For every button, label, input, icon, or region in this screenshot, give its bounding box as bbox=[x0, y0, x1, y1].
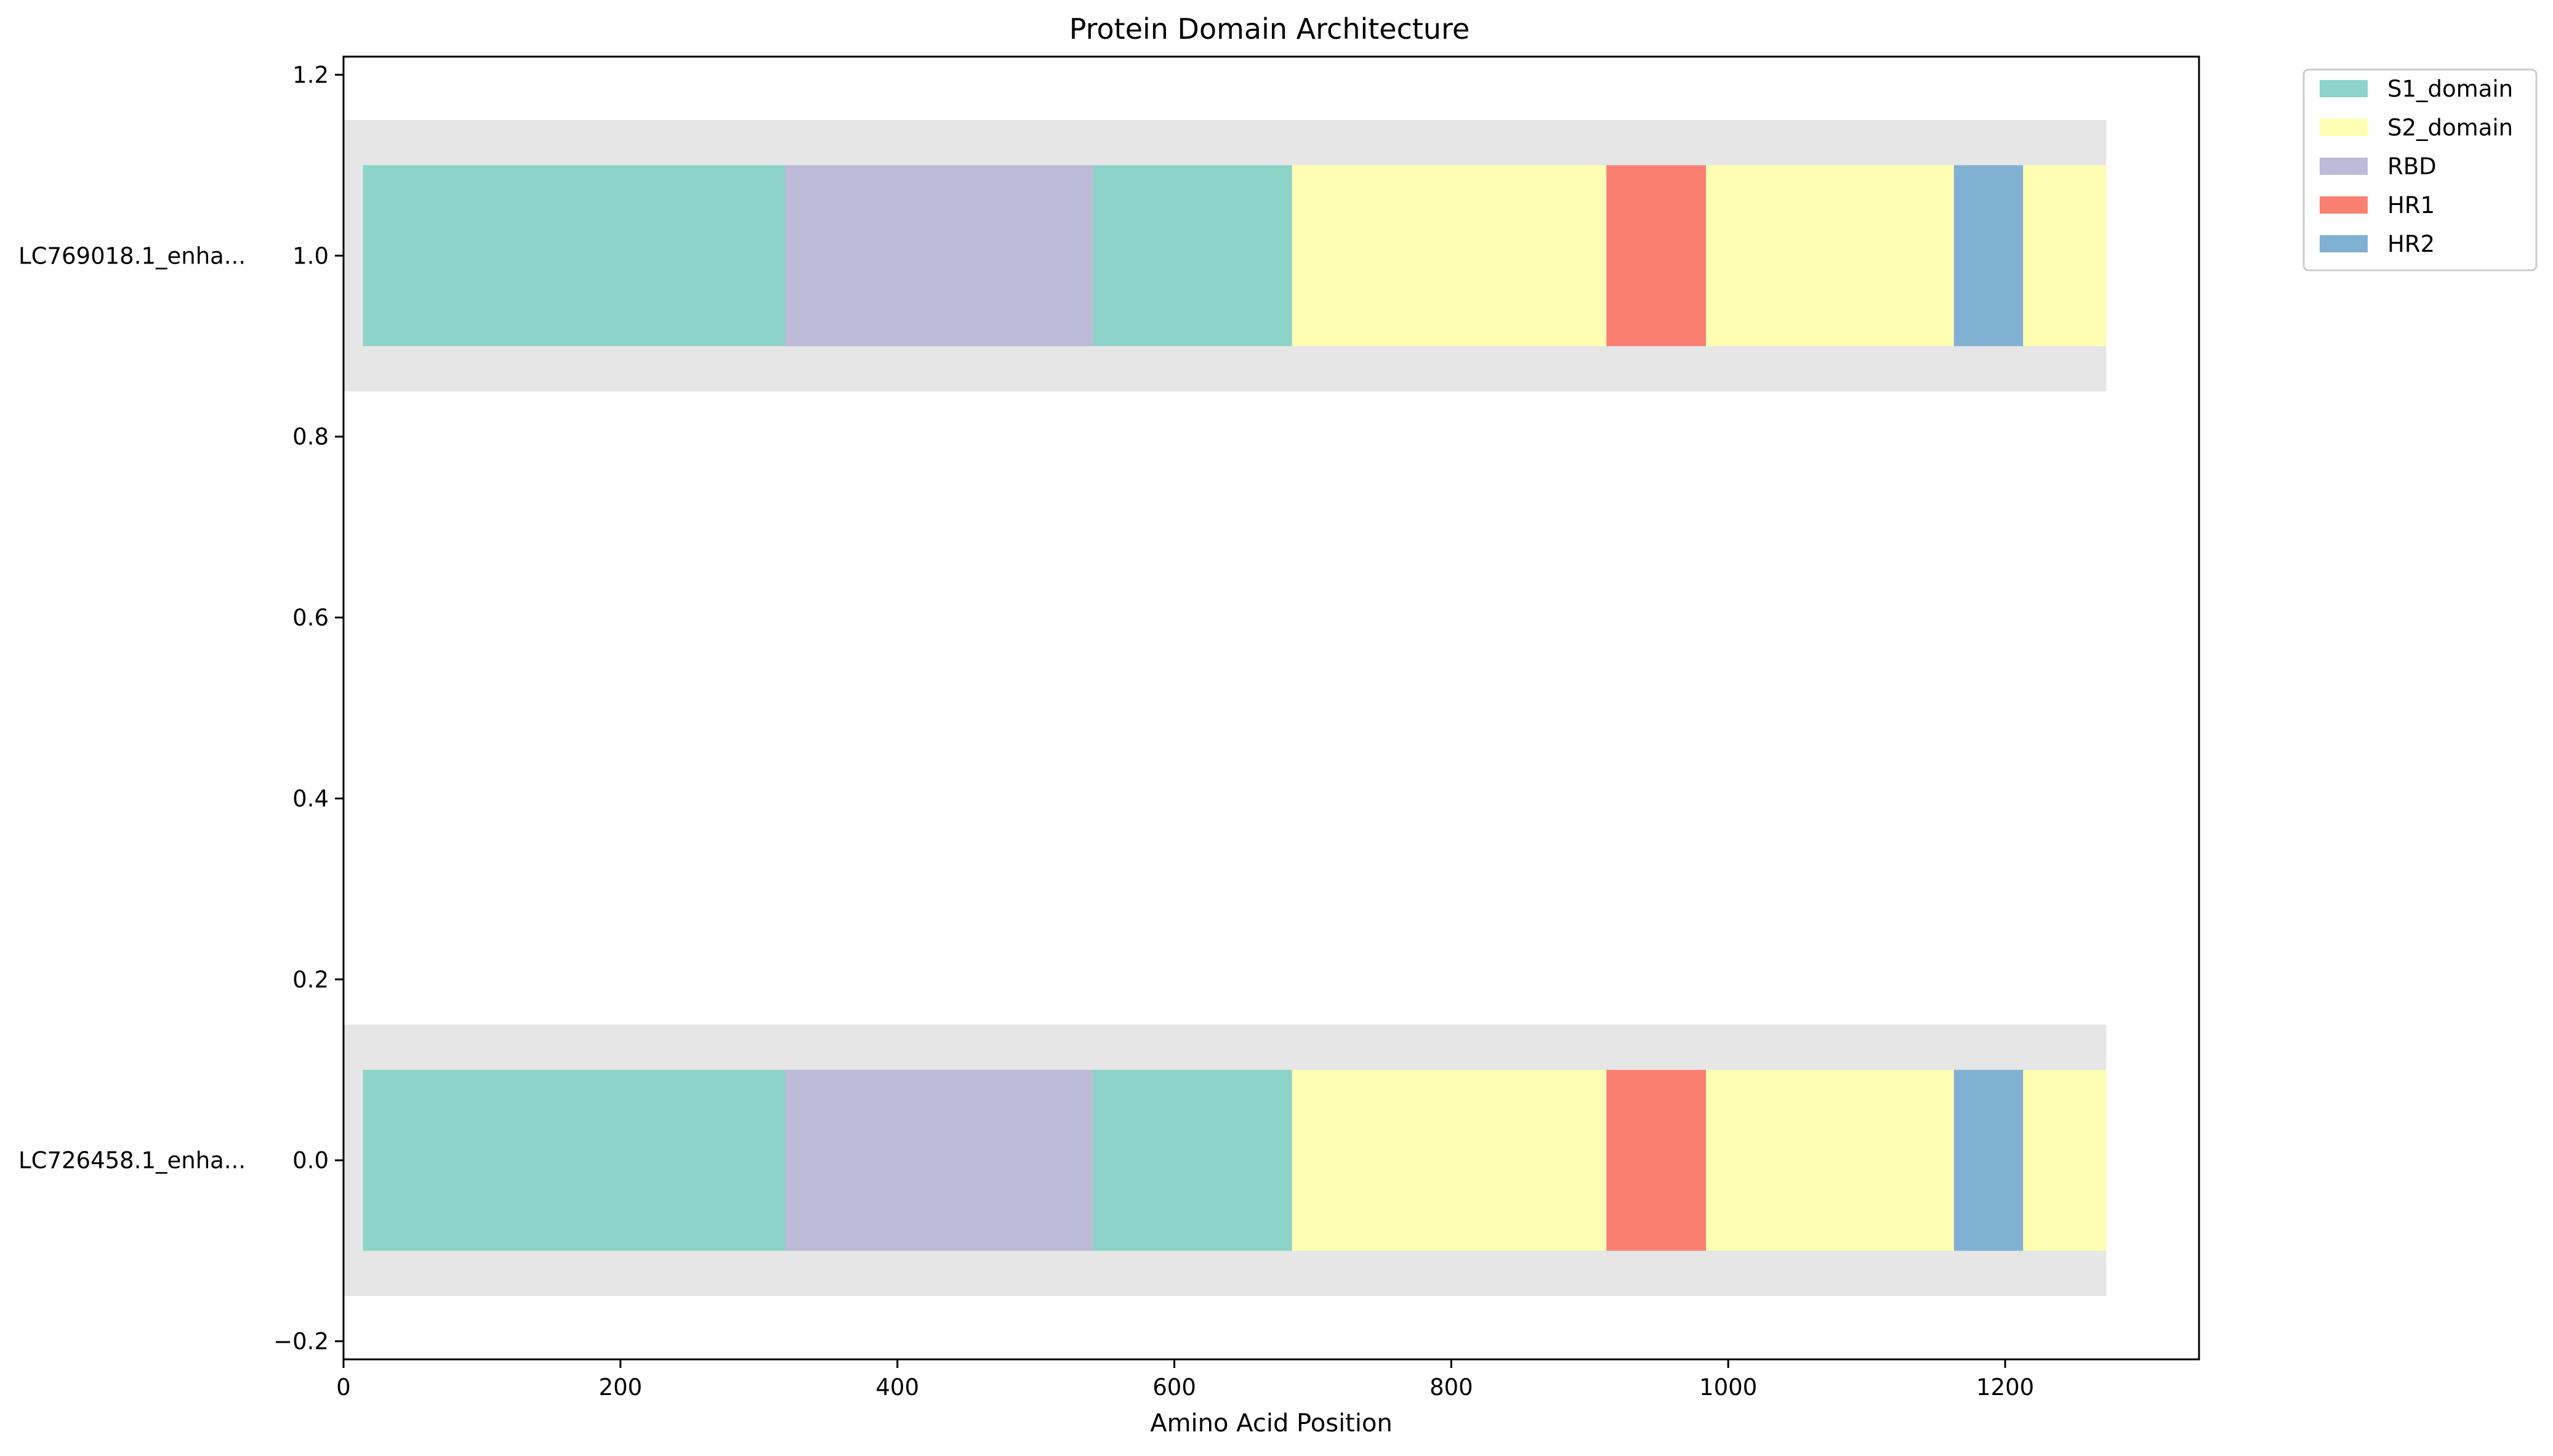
legend-label: HR2 bbox=[2387, 231, 2435, 257]
x-tick-label: 600 bbox=[1152, 1374, 1196, 1401]
legend-swatch bbox=[2320, 80, 2368, 97]
category-labels: LC726458.1_enha... LC769018.1_enha... bbox=[18, 243, 246, 1173]
domain-segment-hr2 bbox=[1953, 165, 2024, 347]
domain-segment-s2-domain bbox=[1706, 165, 1954, 347]
domain-segment-s2-domain bbox=[1292, 165, 1607, 347]
axes-frame bbox=[342, 55, 2200, 1361]
y-tick-label: 0.8 bbox=[292, 424, 329, 450]
x-tick-label: 800 bbox=[1429, 1374, 1473, 1401]
domain-segment-rbd bbox=[785, 1069, 1093, 1251]
protein-label: LC726458.1_enha... bbox=[18, 1148, 246, 1174]
legend-label: RBD bbox=[2387, 153, 2437, 180]
y-tick-label: 0.2 bbox=[292, 967, 329, 993]
legend: S1_domain S2_domain RBD HR1 HR2 bbox=[2302, 68, 2538, 271]
domain-segment-s2-domain bbox=[2023, 1069, 2107, 1251]
y-tick-label: 0.0 bbox=[292, 1148, 329, 1174]
x-tick-label: 400 bbox=[875, 1374, 919, 1401]
legend-label: S2_domain bbox=[2387, 115, 2513, 141]
legend-swatch bbox=[2320, 196, 2368, 214]
domain-segment-s1-domain bbox=[363, 1069, 786, 1251]
y-tick-label: 0.4 bbox=[292, 786, 329, 812]
x-tick-label: 1200 bbox=[1976, 1374, 2034, 1401]
legend-swatch bbox=[2320, 235, 2368, 252]
domain-segment-s1-domain bbox=[1092, 165, 1292, 347]
x-tick-label: 1000 bbox=[1699, 1374, 1757, 1401]
y-tick-label: 1.2 bbox=[292, 62, 329, 88]
legend-label: S1_domain bbox=[2387, 76, 2513, 102]
domain-segment-s2-domain bbox=[2023, 165, 2107, 347]
domain-segment-hr1 bbox=[1606, 1069, 1707, 1251]
protein-label: LC769018.1_enha... bbox=[18, 243, 246, 269]
domain-segment-s2-domain bbox=[1706, 1069, 1954, 1251]
legend-label: HR1 bbox=[2387, 192, 2435, 219]
plot-area bbox=[344, 119, 2107, 1297]
domain-segment-rbd bbox=[785, 165, 1093, 347]
x-axis-label: Amino Acid Position bbox=[1150, 1409, 1393, 1438]
domain-segment-s1-domain bbox=[363, 165, 786, 347]
legend-swatch bbox=[2320, 119, 2368, 136]
x-tick-label: 200 bbox=[599, 1374, 643, 1401]
y-axis: −0.2 0.0 0.2 0.4 0.6 0.8 1.0 1.2 bbox=[273, 62, 344, 1355]
x-tick-label: 0 bbox=[336, 1374, 351, 1401]
domain-segment-s2-domain bbox=[1292, 1069, 1607, 1251]
domain-segment-hr2 bbox=[1953, 1069, 2024, 1251]
domain-segment-hr1 bbox=[1606, 165, 1707, 347]
y-tick-label: 0.6 bbox=[292, 605, 329, 631]
chart-title: Protein Domain Architecture bbox=[1069, 12, 1470, 46]
y-tick-label: 1.0 bbox=[292, 243, 329, 269]
y-tick-label: −0.2 bbox=[273, 1329, 329, 1355]
legend-swatch bbox=[2320, 158, 2368, 175]
x-axis: 0 200 400 600 800 1000 1200 bbox=[336, 1359, 2034, 1401]
domain-segment-s1-domain bbox=[1092, 1069, 1292, 1251]
